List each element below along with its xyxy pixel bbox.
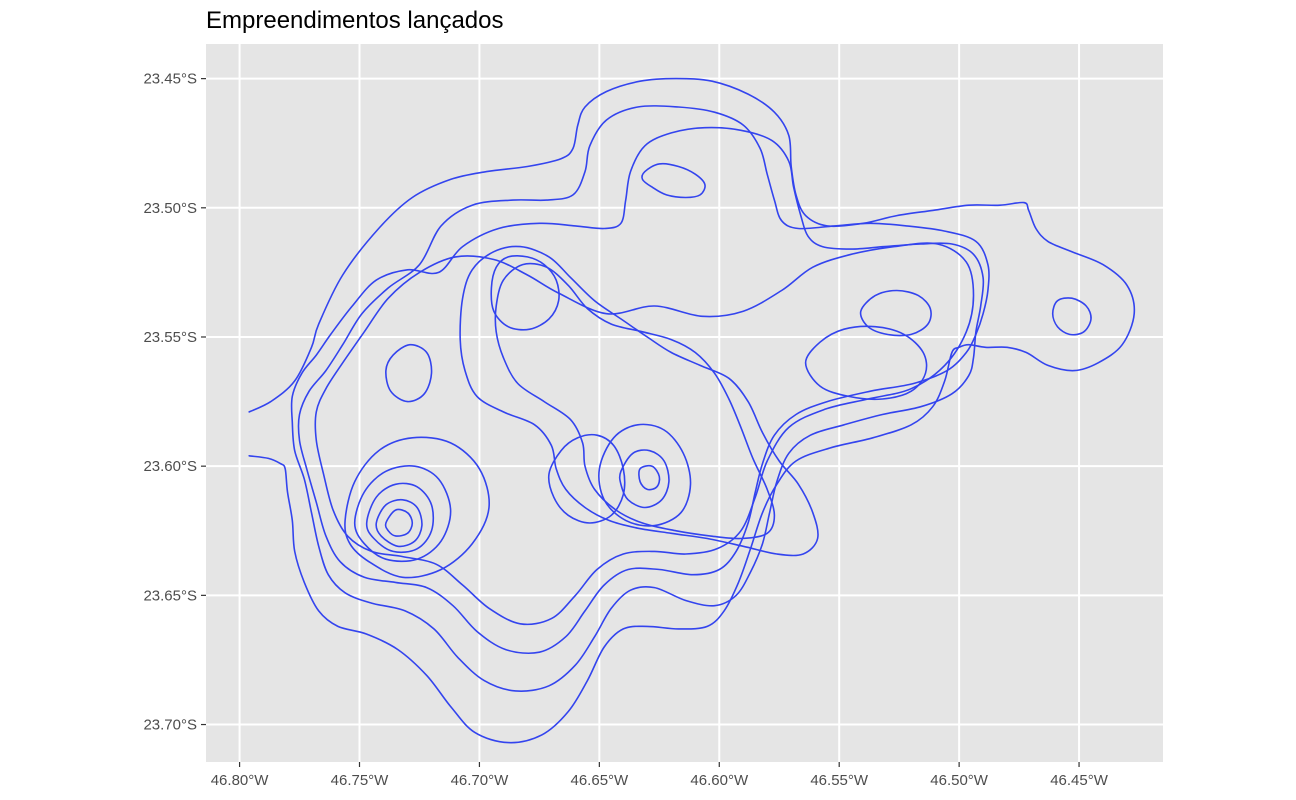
grid-lines — [206, 44, 1163, 762]
x-tick-label-4: 46.60°W — [690, 772, 749, 789]
x-tick-label-3: 46.65°W — [571, 772, 630, 789]
y-tick-label-5: 23.70°S — [143, 717, 197, 734]
y-tick-label-1: 23.50°S — [143, 200, 197, 217]
x-tick-label-1: 46.75°W — [331, 772, 390, 789]
contour-line-12 — [598, 423, 692, 527]
contour-line-6 — [365, 482, 435, 554]
contour-line-4 — [344, 436, 490, 579]
y-tick-label-3: 23.60°S — [143, 458, 197, 475]
contour-line-15 — [547, 433, 626, 524]
y-tick-label-0: 23.45°S — [143, 71, 197, 88]
contour-lines — [248, 77, 1136, 744]
x-tick-label-7: 46.45°W — [1050, 772, 1109, 789]
x-tick-label-2: 46.70°W — [451, 772, 510, 789]
contour-line-7 — [375, 498, 423, 548]
contour-line-3 — [314, 242, 975, 626]
contour-line-9 — [385, 343, 433, 403]
contour-line-18 — [859, 289, 932, 337]
x-axis: 46.80°W 46.75°W 46.70°W 46.65°W 46.60°W 46.55… — [211, 762, 1109, 789]
contour-line-8 — [384, 508, 414, 537]
x-tick-label-0: 46.80°W — [211, 772, 270, 789]
contour-line-17 — [804, 325, 928, 401]
y-axis: 23.45°S 23.50°S 23.55°S 23.60°S 23.65°S 23.70… — [143, 71, 206, 734]
contour-line-20 — [1051, 297, 1092, 336]
contour-line-0 — [248, 77, 1136, 744]
chart-title: Empreendimentos lançados — [206, 7, 504, 34]
contour-line-5 — [353, 465, 452, 563]
contour-line-16 — [490, 254, 560, 331]
contour-line-10 — [459, 245, 819, 557]
contour-line-1 — [290, 126, 985, 692]
x-tick-label-5: 46.55°W — [810, 772, 869, 789]
plot-panel — [206, 44, 1163, 762]
y-tick-label-4: 23.65°S — [143, 587, 197, 604]
y-tick-label-2: 23.55°S — [143, 329, 197, 346]
contour-line-2 — [297, 105, 990, 655]
x-tick-label-6: 46.50°W — [930, 772, 989, 789]
contour-line-11 — [494, 262, 776, 540]
contour-line-19 — [641, 162, 706, 199]
contour-line-14 — [638, 464, 661, 491]
